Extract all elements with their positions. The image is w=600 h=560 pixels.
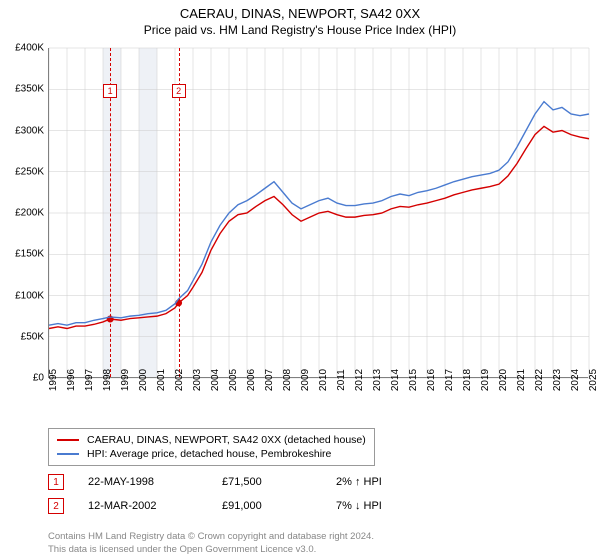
x-tick-label: 2001 <box>156 369 167 391</box>
x-tick-label: 2015 <box>408 369 419 391</box>
event-row: 2 12-MAR-2002 £91,000 7% ↓ HPI <box>48 494 382 518</box>
chart-title: CAERAU, DINAS, NEWPORT, SA42 0XX <box>0 0 600 21</box>
x-tick-label: 1996 <box>66 369 77 391</box>
event-price: £91,000 <box>222 500 312 512</box>
event-price: £71,500 <box>222 476 312 488</box>
x-tick-label: 2014 <box>390 369 401 391</box>
x-tick-label: 2008 <box>282 369 293 391</box>
x-tick-label: 1999 <box>120 369 131 391</box>
y-tick-label: £250K <box>15 166 44 177</box>
x-tick-label: 2000 <box>138 369 149 391</box>
y-tick-label: £400K <box>15 43 44 54</box>
event-date: 22-MAY-1998 <box>88 476 198 488</box>
y-tick-label: £150K <box>15 249 44 260</box>
x-tick-label: 2019 <box>480 369 491 391</box>
legend-label: HPI: Average price, detached house, Pemb… <box>87 448 331 460</box>
y-tick-label: £0 <box>33 373 44 384</box>
x-tick-label: 2007 <box>264 369 275 391</box>
legend-swatch <box>57 439 79 441</box>
footer-line-1: Contains HM Land Registry data © Crown c… <box>48 531 374 543</box>
y-tick-label: £300K <box>15 125 44 136</box>
x-tick-label: 2006 <box>246 369 257 391</box>
x-tick-label: 2021 <box>516 369 527 391</box>
event-row: 1 22-MAY-1998 £71,500 2% ↑ HPI <box>48 470 382 494</box>
y-tick-label: £200K <box>15 208 44 219</box>
legend-item: CAERAU, DINAS, NEWPORT, SA42 0XX (detach… <box>57 433 366 447</box>
footer-line-2: This data is licensed under the Open Gov… <box>48 544 374 556</box>
event-marker-badge: 1 <box>103 84 117 98</box>
x-tick-label: 2002 <box>174 369 185 391</box>
x-tick-label: 2016 <box>426 369 437 391</box>
y-tick-label: £100K <box>15 290 44 301</box>
event-delta: 7% ↓ HPI <box>336 500 382 512</box>
x-tick-label: 2012 <box>354 369 365 391</box>
x-tick-label: 2003 <box>192 369 203 391</box>
x-tick-label: 2018 <box>462 369 473 391</box>
x-tick-label: 2011 <box>336 369 347 391</box>
x-tick-label: 1995 <box>48 369 59 391</box>
legend: CAERAU, DINAS, NEWPORT, SA42 0XX (detach… <box>48 428 375 466</box>
x-tick-label: 2023 <box>552 369 563 391</box>
x-tick-label: 2024 <box>570 369 581 391</box>
event-badge: 2 <box>48 498 64 514</box>
events-table: 1 22-MAY-1998 £71,500 2% ↑ HPI 2 12-MAR-2002 £… <box>48 470 382 518</box>
event-date: 12-MAR-2002 <box>88 500 198 512</box>
event-badge: 1 <box>48 474 64 490</box>
x-tick-label: 2005 <box>228 369 239 391</box>
x-tick-label: 2017 <box>444 369 455 391</box>
chart-container: CAERAU, DINAS, NEWPORT, SA42 0XX Price p… <box>0 0 600 560</box>
event-delta: 2% ↑ HPI <box>336 476 382 488</box>
x-tick-label: 2004 <box>210 369 221 391</box>
plot-area: 12 <box>48 48 588 378</box>
y-tick-label: £50K <box>21 331 44 342</box>
x-tick-label: 1997 <box>84 369 95 391</box>
x-tick-label: 2020 <box>498 369 509 391</box>
x-tick-label: 2022 <box>534 369 545 391</box>
x-tick-label: 2010 <box>318 369 329 391</box>
y-tick-label: £350K <box>15 84 44 95</box>
x-tick-label: 2009 <box>300 369 311 391</box>
chart-svg <box>49 48 589 378</box>
x-tick-label: 2013 <box>372 369 383 391</box>
legend-swatch <box>57 453 79 455</box>
x-tick-label: 1998 <box>102 369 113 391</box>
x-tick-label: 2025 <box>588 369 599 391</box>
chart-subtitle: Price paid vs. HM Land Registry's House … <box>0 21 600 37</box>
attribution-footer: Contains HM Land Registry data © Crown c… <box>48 531 374 556</box>
legend-label: CAERAU, DINAS, NEWPORT, SA42 0XX (detach… <box>87 434 366 446</box>
event-marker-badge: 2 <box>172 84 186 98</box>
legend-item: HPI: Average price, detached house, Pemb… <box>57 447 366 461</box>
